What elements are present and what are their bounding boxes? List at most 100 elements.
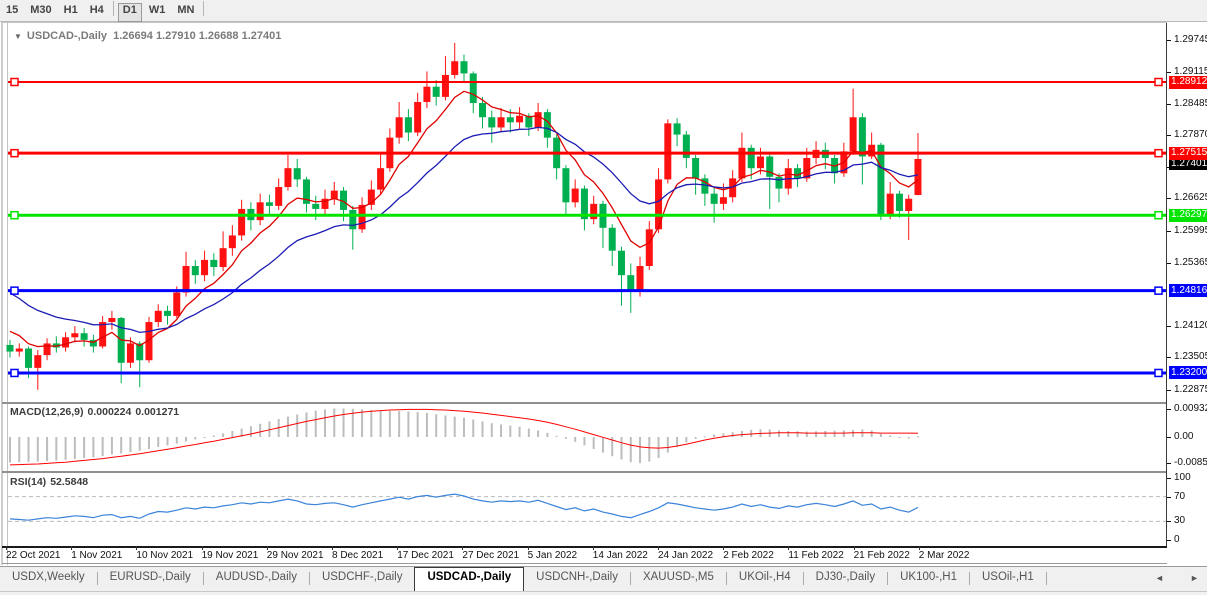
candle-body <box>516 115 524 123</box>
chart-tab-usdchf-daily[interactable]: USDCHF-,Daily <box>321 571 403 583</box>
hline-handle-left[interactable] <box>10 286 19 295</box>
price-tick-label: 1.25995 <box>1174 224 1207 236</box>
price-tick-label: 1.27870 <box>1174 129 1207 141</box>
date-tick-label: 29 Nov 2021 <box>266 550 324 561</box>
macd-hist-bar <box>147 437 150 449</box>
macd-hist-bar <box>666 437 669 453</box>
candle-body <box>719 197 727 204</box>
timeframe-button-m30[interactable]: M30 <box>30 4 52 16</box>
chart-tab-ukoil-h4[interactable]: UKOil-,H4 <box>738 571 791 583</box>
candle-body <box>803 158 811 179</box>
macd-hist-value: 0.000224 <box>87 406 132 418</box>
price-tick-label: 1.26625 <box>1174 192 1207 204</box>
macd-hist-bar <box>564 437 567 439</box>
macd-hist-bar <box>425 413 428 437</box>
chart-title: ▼ USDCAD-,Daily 1.26694 1.27910 1.26688 1… <box>14 30 281 42</box>
timeframe-button-15[interactable]: 15 <box>6 4 19 16</box>
timeframe-button-mn[interactable]: MN <box>177 4 195 16</box>
hline-handle-right[interactable] <box>1154 286 1163 295</box>
chart-tab-dj30-daily[interactable]: DJ30-,Daily <box>815 571 876 583</box>
macd-hist-bar <box>546 432 549 437</box>
macd-hist-bar <box>27 437 30 462</box>
candle-body <box>367 189 375 205</box>
macd-hist-bar <box>83 437 86 458</box>
hline-handle-left[interactable] <box>10 210 19 220</box>
candle-body <box>265 202 273 206</box>
macd-hist-bar <box>194 437 197 440</box>
macd-hist-bar <box>351 408 354 437</box>
chart-canvas[interactable] <box>0 22 1207 566</box>
rsi-value: 52.5848 <box>50 476 89 488</box>
price-axis[interactable]: 1.297451.291151.284851.278701.272401.266… <box>1167 22 1207 566</box>
macd-hist-bar <box>314 410 317 437</box>
chart-tab-usdcnh-daily[interactable]: USDCNH-,Daily <box>536 571 618 583</box>
chart-tab-xauusd-m5[interactable]: XAUUSD-,M5 <box>642 571 714 583</box>
hline-price-badge: 1.28912 <box>1169 75 1207 89</box>
candle-body <box>905 198 913 211</box>
chart-tab-audusd-daily[interactable]: AUDUSD-,Daily <box>215 571 297 583</box>
candle-body <box>52 343 60 348</box>
toolbar-separator <box>203 1 205 17</box>
chart-tab-usoil-h1[interactable]: USOil-,H1 <box>981 571 1034 583</box>
candle-body <box>849 117 857 152</box>
hline-price-badge: 1.26297 <box>1169 208 1207 222</box>
timeframe-button-w1[interactable]: W1 <box>148 4 166 16</box>
macd-hist-bar <box>296 414 299 437</box>
candle-body <box>275 187 283 206</box>
price-tick-label: 1.28485 <box>1174 97 1207 109</box>
tab-scroll-right-icon[interactable]: ► <box>1190 573 1199 583</box>
candle-body <box>423 86 431 102</box>
hline-handle-left[interactable] <box>10 148 19 158</box>
candle-body <box>321 198 329 209</box>
macd-hist-bar <box>472 419 475 437</box>
date-tick-label: 11 Feb 2022 <box>788 550 844 561</box>
macd-hist-bar <box>657 437 660 458</box>
candle-body <box>377 168 385 190</box>
price-tick-label: 1.29115 <box>1174 65 1207 77</box>
macd-hist-bar <box>870 430 873 437</box>
macd-hist-bar <box>231 431 234 437</box>
date-tick-mark <box>853 546 855 550</box>
tab-separator <box>968 572 970 585</box>
candle-body <box>219 248 227 268</box>
candle-body <box>432 86 440 97</box>
macd-hist-bar <box>815 431 818 437</box>
timeframe-button-h1[interactable]: H1 <box>63 4 78 16</box>
axis-tick-mark <box>1167 409 1171 411</box>
macd-hist-bar <box>361 409 364 437</box>
candle-body <box>590 203 598 220</box>
macd-hist-bar <box>787 431 790 437</box>
axis-tick-mark <box>1167 521 1171 523</box>
macd-hist-bar <box>342 408 345 437</box>
macd-hist-bar <box>73 437 76 459</box>
timeframe-button-h4[interactable]: H4 <box>89 4 104 16</box>
hline-handle-left[interactable] <box>10 368 19 378</box>
hline-handle-left[interactable] <box>10 77 19 87</box>
macd-hist-bar <box>722 433 725 437</box>
rsi-axis-label: 0 <box>1174 534 1180 545</box>
chart-tab-usdx-weekly[interactable]: USDX,Weekly <box>12 571 85 583</box>
chart-tab-uk100-h1[interactable]: UK100-,H1 <box>900 571 957 583</box>
candle-body <box>488 117 496 128</box>
hline-handle-right[interactable] <box>1154 210 1163 220</box>
chart-tab-eurusd-daily[interactable]: EURUSD-,Daily <box>109 571 191 583</box>
symbol-dropdown-icon[interactable]: ▼ <box>14 32 22 41</box>
price-tick-label: 1.29745 <box>1174 33 1207 45</box>
date-tick-label: 21 Feb 2022 <box>853 550 910 561</box>
macd-hist-bar <box>916 436 919 438</box>
candle-body <box>164 310 172 316</box>
hline-handle-right[interactable] <box>1154 148 1163 158</box>
macd-indicator-label: MACD(12,26,9) 0.000224 0.001271 <box>10 406 183 418</box>
hline-handle-right[interactable] <box>1154 77 1163 87</box>
tab-scroll-left-icon[interactable]: ◄ <box>1155 573 1164 583</box>
candle-body <box>562 168 570 203</box>
macd-hist-bar <box>555 435 558 437</box>
timeframe-button-d1[interactable]: D1 <box>117 3 142 22</box>
macd-hist-bar <box>703 436 706 438</box>
hline-handle-right[interactable] <box>1154 368 1163 378</box>
chart-tab-usdcad-daily[interactable]: USDCAD-,Daily <box>414 567 525 593</box>
candle-body <box>525 115 533 128</box>
date-tick-mark <box>592 546 594 550</box>
candle-body <box>15 348 23 352</box>
candle-body <box>877 144 885 217</box>
